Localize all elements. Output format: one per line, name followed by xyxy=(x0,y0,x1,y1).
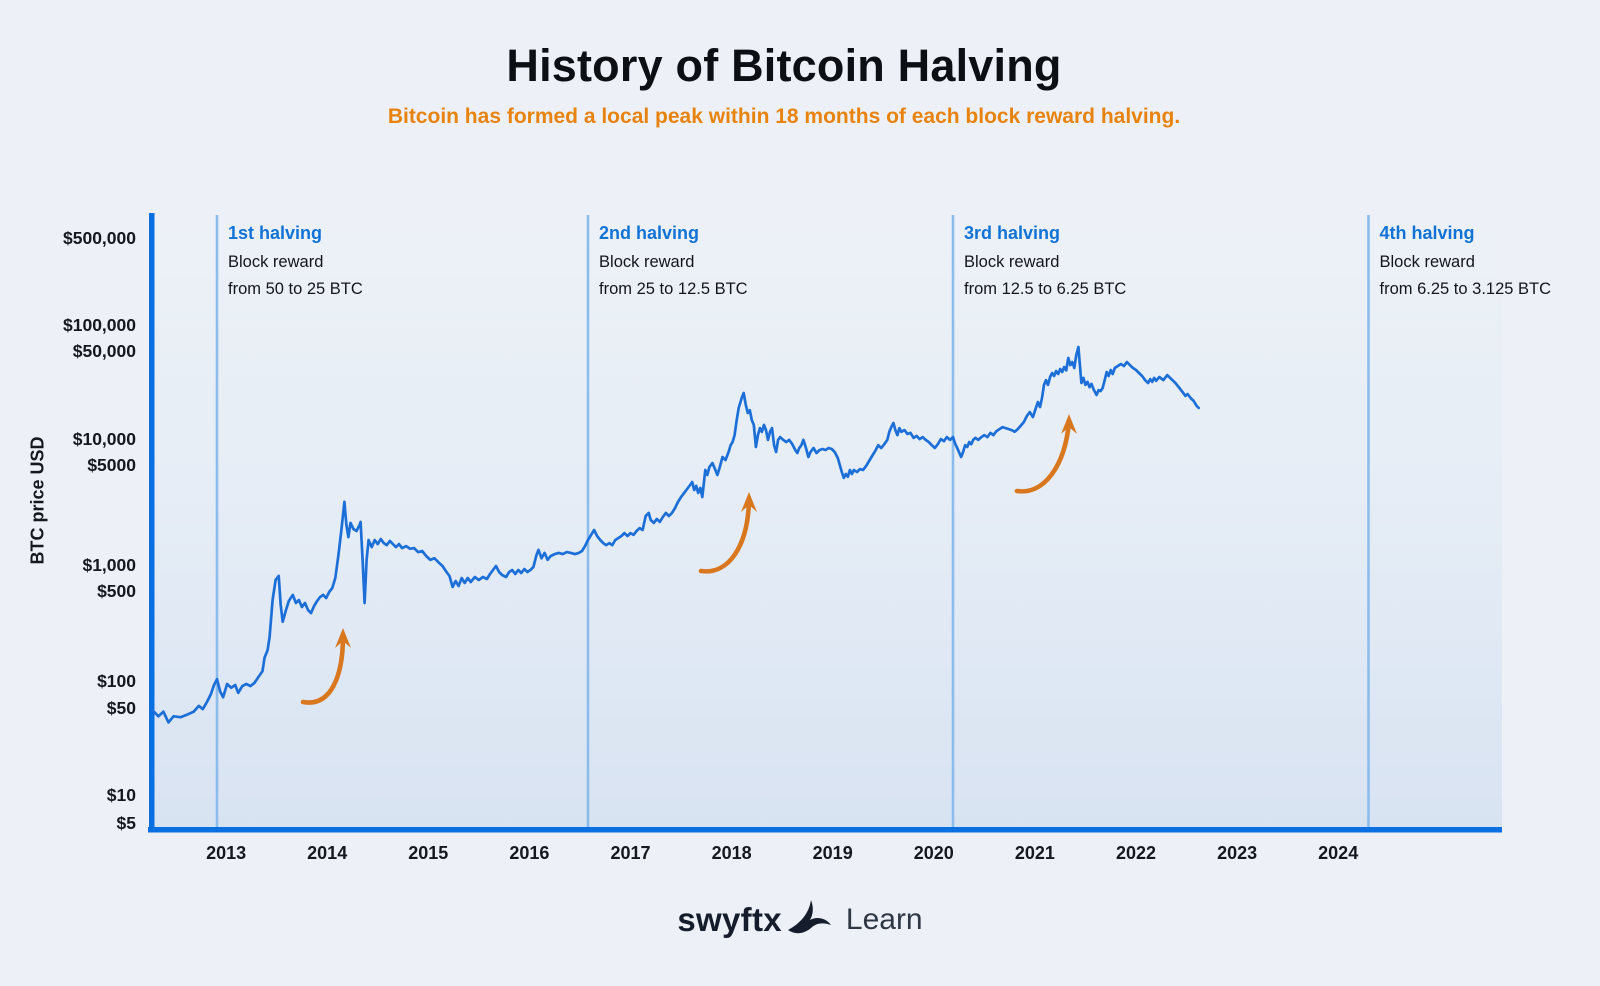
halving-annotation-text: from 12.5 to 6.25 BTC xyxy=(964,279,1127,298)
swift-bird-icon xyxy=(787,900,831,934)
y-tick-label: $10,000 xyxy=(72,429,136,449)
y-tick-label: $1,000 xyxy=(82,555,136,575)
y-tick-label: $100 xyxy=(97,671,136,691)
halving-annotation-title: 1st halving xyxy=(228,223,323,243)
local-peak-arrow-1 xyxy=(300,628,351,705)
btc-price-line xyxy=(150,345,1201,724)
x-axis-line xyxy=(148,827,1502,833)
halving-annotation-text: Block reward xyxy=(599,253,695,271)
local-peak-arrow-3 xyxy=(1014,414,1077,494)
y-tick-label: $100,000 xyxy=(63,315,136,335)
halving-annotation-title: 3rd halving xyxy=(964,223,1061,243)
y-tick-label: $500,000 xyxy=(63,228,136,248)
halving-annotation-text: from 6.25 to 3.125 BTC xyxy=(1379,279,1552,298)
x-tick-label: 2016 xyxy=(509,843,550,863)
x-tick-label: 2024 xyxy=(1318,843,1359,863)
halving-annotation-text: from 25 to 12.5 BTC xyxy=(599,279,748,298)
halving-annotation-3: 3rd halving Block reward from 12.5 to 6.25… xyxy=(964,223,1194,302)
halving-annotation-text: from 50 to 25 BTC xyxy=(228,279,363,298)
local-peak-arrow-2 xyxy=(698,492,757,574)
x-tick-label: 2014 xyxy=(307,843,348,863)
plot-background xyxy=(152,213,1502,830)
halving-annotation-2: 2nd halving Block reward from 25 to 12.5 B… xyxy=(599,223,829,302)
x-tick-label: 2018 xyxy=(711,843,752,863)
halving-annotation-text: Block reward xyxy=(964,253,1060,271)
x-tick-label: 2017 xyxy=(610,843,651,863)
x-tick-label: 2013 xyxy=(206,843,247,863)
halving-annotation-text: Block reward xyxy=(228,253,324,271)
page-title: History of Bitcoin Halving xyxy=(506,40,1062,91)
footer-logo: swyftx Learn xyxy=(0,897,1600,943)
y-tick-label: $5000 xyxy=(87,455,136,475)
y-tick-label: $50 xyxy=(106,698,136,718)
x-tick-label: 2015 xyxy=(408,843,449,863)
y-tick-label: $5 xyxy=(116,813,136,833)
halving-annotation-4: 4th halving Block reward from 6.25 to 3.12… xyxy=(1380,223,1600,302)
halving-annotation-title: 4th halving xyxy=(1379,223,1475,243)
x-tick-label: 2021 xyxy=(1014,843,1055,863)
x-tick-label: 2023 xyxy=(1217,843,1258,863)
halving-annotation-text: Block reward xyxy=(1379,253,1475,271)
x-tick-label: 2020 xyxy=(913,843,954,863)
y-axis-line xyxy=(149,213,155,830)
learn-label: Learn xyxy=(845,903,923,936)
x-tick-label: 2019 xyxy=(812,843,853,863)
y-tick-label: $50,000 xyxy=(72,341,136,361)
halving-annotation-1: 1st halving Block reward from 50 to 25 BTC xyxy=(228,223,458,302)
halving-annotation-title: 2nd halving xyxy=(599,223,700,243)
y-tick-label: $500 xyxy=(97,581,136,601)
page-subtitle: Bitcoin has formed a local peak within 1… xyxy=(387,105,1181,128)
y-tick-label: $10 xyxy=(106,785,136,805)
swyftx-brand-wordmark: swyftx xyxy=(677,901,782,938)
x-tick-label: 2022 xyxy=(1115,843,1156,863)
